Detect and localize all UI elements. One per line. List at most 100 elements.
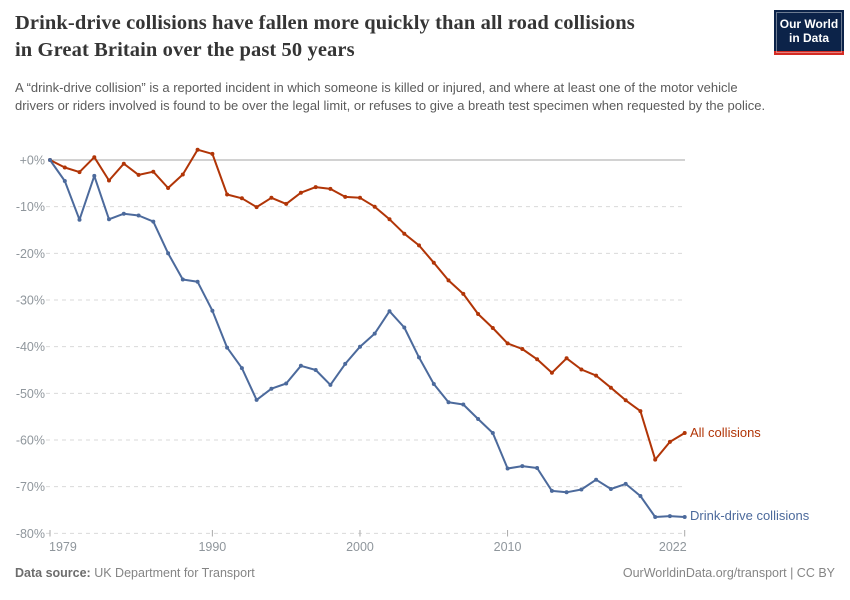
data-point-all-collisions-2022 bbox=[682, 431, 687, 435]
data-point-drink-drive-collisions-2011 bbox=[520, 464, 525, 469]
x-tick-label: 2022 bbox=[659, 540, 687, 554]
data-point-all-collisions-2009 bbox=[490, 326, 495, 330]
series-line-all-collisions bbox=[49, 148, 686, 461]
data-point-all-collisions-1981 bbox=[77, 170, 82, 175]
data-point-all-collisions-1986 bbox=[151, 169, 156, 174]
data-point-all-collisions-1982 bbox=[92, 155, 97, 160]
data-point-all-collisions-2008 bbox=[476, 312, 481, 316]
data-point-drink-drive-collisions-2017 bbox=[608, 487, 613, 491]
page-title: Drink-drive collisions have fallen more … bbox=[15, 10, 770, 65]
chart-subtitle: A “drink-drive collision” is a reported … bbox=[15, 80, 766, 114]
data-source-label: Data source: bbox=[15, 566, 91, 580]
y-tick-label: -80% bbox=[16, 527, 45, 541]
data-point-all-collisions-2010 bbox=[505, 341, 510, 346]
series-label-drink-drive-collisions[interactable]: Drink-drive collisions bbox=[690, 508, 810, 523]
owid-logo[interactable]: Our World in Data bbox=[774, 10, 844, 55]
data-point-drink-drive-collisions-2015 bbox=[579, 487, 584, 492]
data-point-all-collisions-1983 bbox=[107, 178, 111, 183]
data-point-all-collisions-2019 bbox=[638, 409, 643, 414]
data-source-value: UK Department for Transport bbox=[94, 566, 255, 580]
x-tick-label: 1990 bbox=[198, 540, 226, 554]
data-point-drink-drive-collisions-1980 bbox=[62, 179, 67, 183]
data-point-all-collisions-2013 bbox=[549, 370, 554, 375]
data-point-all-collisions-2003 bbox=[402, 231, 407, 236]
data-point-all-collisions-1984 bbox=[121, 161, 126, 166]
data-point-drink-drive-collisions-1996 bbox=[298, 363, 303, 368]
y-tick-label: -40% bbox=[16, 340, 45, 354]
data-point-all-collisions-1997 bbox=[313, 185, 318, 190]
y-tick-label: -20% bbox=[16, 247, 45, 261]
data-point-drink-drive-collisions-2007 bbox=[461, 402, 466, 407]
data-point-all-collisions-1987 bbox=[166, 186, 171, 190]
credit-link[interactable]: OurWorldinData.org/transport | CC BY bbox=[622, 566, 835, 580]
data-point-drink-drive-collisions-2016 bbox=[594, 477, 599, 482]
data-point-drink-drive-collisions-1981 bbox=[77, 217, 82, 222]
data-point-all-collisions-1985 bbox=[136, 172, 141, 177]
data-point-all-collisions-2014 bbox=[564, 356, 569, 361]
y-tick-label: -60% bbox=[16, 434, 45, 448]
series-label-all-collisions[interactable]: All collisions bbox=[690, 425, 761, 440]
data-point-all-collisions-2015 bbox=[579, 367, 584, 372]
owid-logo-line-1: Our World bbox=[779, 16, 839, 31]
y-tick-label: -30% bbox=[16, 294, 45, 308]
owid-logo-line-2: in Data bbox=[788, 30, 829, 45]
data-point-drink-drive-collisions-1989 bbox=[195, 279, 200, 284]
data-point-drink-drive-collisions-1986 bbox=[151, 219, 156, 224]
data-point-drink-drive-collisions-1984 bbox=[121, 211, 126, 216]
y-tick-label: -10% bbox=[16, 200, 45, 214]
data-point-all-collisions-1995 bbox=[284, 201, 289, 206]
data-point-all-collisions-2018 bbox=[623, 398, 628, 403]
data-point-drink-drive-collisions-1988 bbox=[180, 277, 185, 282]
data-point-drink-drive-collisions-2010 bbox=[505, 466, 510, 471]
data-point-drink-drive-collisions-1998 bbox=[328, 382, 333, 387]
data-point-all-collisions-2000 bbox=[358, 195, 362, 200]
x-tick-label: 2000 bbox=[346, 540, 374, 554]
data-point-all-collisions-2007 bbox=[461, 291, 466, 296]
data-point-all-collisions-1999 bbox=[343, 194, 348, 199]
y-tick-label: -50% bbox=[16, 387, 45, 401]
data-point-drink-drive-collisions-1982 bbox=[92, 173, 97, 178]
data-point-all-collisions-2001 bbox=[372, 204, 377, 209]
data-point-drink-drive-collisions-1999 bbox=[343, 361, 348, 366]
data-point-drink-drive-collisions-2020 bbox=[653, 515, 658, 519]
data-point-drink-drive-collisions-1994 bbox=[269, 386, 274, 391]
title-line-1: Drink-drive collisions have fallen more … bbox=[15, 12, 635, 34]
data-point-drink-drive-collisions-1995 bbox=[284, 381, 289, 386]
data-point-all-collisions-1989 bbox=[195, 147, 200, 152]
data-point-all-collisions-1980 bbox=[62, 165, 67, 170]
data-point-all-collisions-2012 bbox=[535, 357, 540, 362]
data-point-drink-drive-collisions-2014 bbox=[564, 490, 569, 495]
data-point-drink-drive-collisions-2005 bbox=[431, 382, 436, 386]
data-point-drink-drive-collisions-1997 bbox=[313, 368, 318, 372]
data-point-all-collisions-1990 bbox=[210, 151, 215, 156]
data-point-drink-drive-collisions-2019 bbox=[638, 494, 643, 498]
data-point-drink-drive-collisions-1985 bbox=[136, 213, 141, 218]
data-point-all-collisions-1996 bbox=[298, 190, 303, 195]
data-point-drink-drive-collisions-2000 bbox=[358, 344, 362, 349]
data-point-drink-drive-collisions-2013 bbox=[549, 488, 554, 493]
data-point-drink-drive-collisions-1990 bbox=[210, 308, 215, 313]
data-point-drink-drive-collisions-2009 bbox=[490, 431, 495, 435]
x-tick-label: 1979 bbox=[49, 540, 77, 554]
data-point-drink-drive-collisions-2004 bbox=[417, 355, 421, 360]
data-point-drink-drive-collisions-2012 bbox=[535, 466, 540, 470]
data-point-all-collisions-2006 bbox=[446, 278, 451, 283]
data-point-drink-drive-collisions-2008 bbox=[476, 417, 481, 421]
data-source: Data source: UK Department for Transport bbox=[15, 566, 255, 580]
series-line-drink-drive-collisions bbox=[49, 159, 686, 518]
data-point-all-collisions-1998 bbox=[328, 186, 333, 191]
data-point-drink-drive-collisions-1992 bbox=[239, 366, 244, 371]
data-point-all-collisions-2017 bbox=[608, 385, 613, 390]
data-point-all-collisions-1993 bbox=[254, 205, 259, 210]
data-point-all-collisions-1992 bbox=[239, 196, 244, 201]
y-tick-label: -70% bbox=[16, 480, 45, 494]
data-point-all-collisions-1988 bbox=[180, 172, 185, 177]
data-point-drink-drive-collisions-1983 bbox=[107, 217, 111, 222]
data-point-drink-drive-collisions-1991 bbox=[225, 345, 230, 350]
data-point-all-collisions-2002 bbox=[387, 217, 392, 222]
title-line-2: in Great Britain over the past 50 years bbox=[15, 39, 355, 62]
y-tick-label: +0% bbox=[20, 154, 45, 168]
